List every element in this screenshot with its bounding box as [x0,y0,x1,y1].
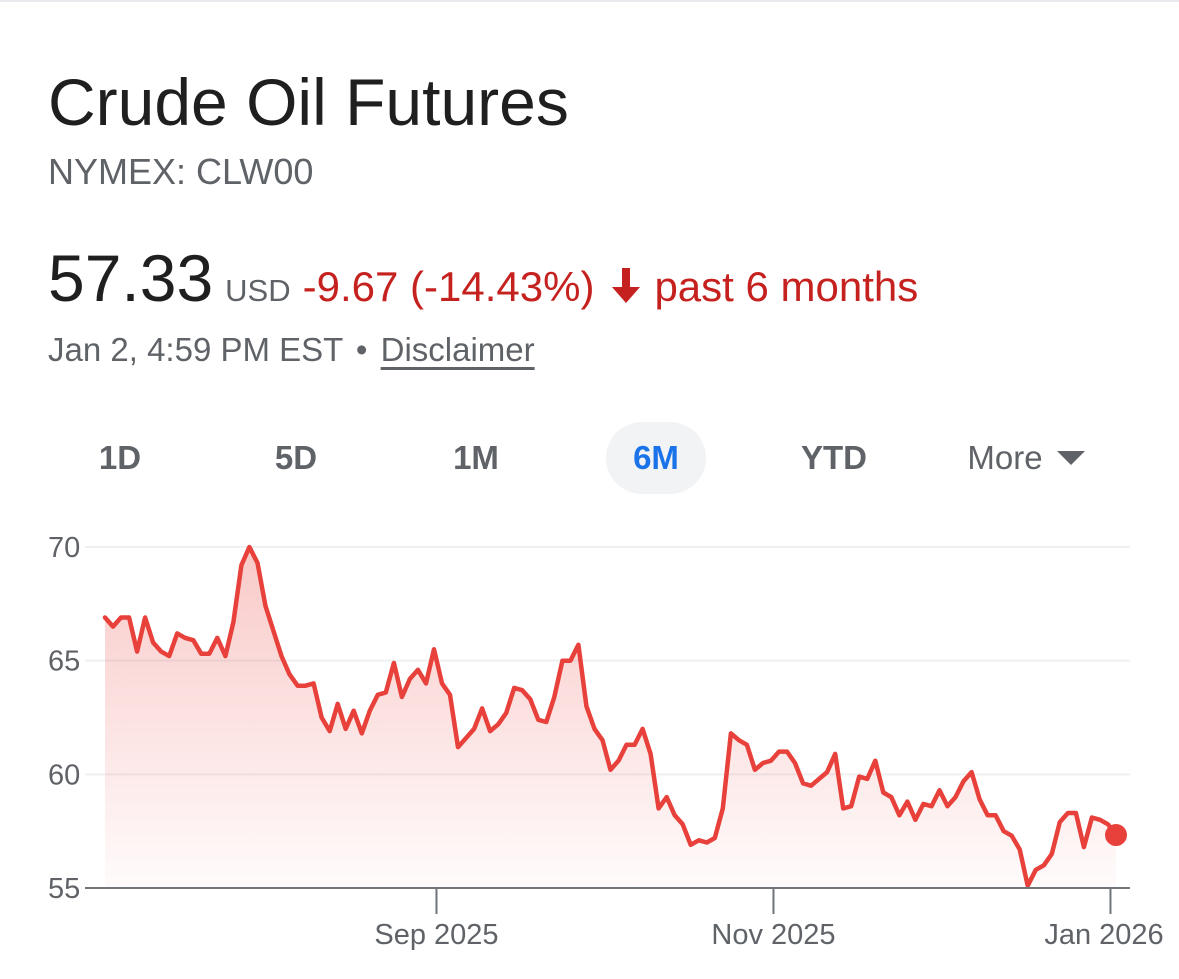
x-tick-label: Nov 2025 [711,919,835,951]
tab-more-label: More [967,439,1043,476]
y-tick-label: 70 [48,532,80,564]
x-tick-label: Jan 2026 [1044,919,1163,951]
x-tick-label: Sep 2025 [374,919,498,951]
period-label: past 6 months [654,263,919,310]
page-title: Crude Oil Futures [48,65,569,139]
price-summary: 57.33 USD -9.67 (-14.43%) past 6 months [48,240,918,316]
tab-more[interactable]: More [946,422,1106,494]
y-tick-label: 60 [48,759,80,791]
tab-5d[interactable]: 5D [274,439,318,476]
y-tick-label: 65 [48,646,80,678]
price-line [102,544,1119,888]
y-tick-label: 55 [48,873,80,905]
tab-1m[interactable]: 1M [453,439,499,476]
current-price: 57.33 [48,241,214,315]
arrow-down-icon [606,265,646,305]
timestamp-line: Jan 2, 4:59 PM EST • Disclaimer [48,330,535,370]
price-chart: 55 60 65 70 Sep 2025 Nov 2025 Jan 2026 [48,532,1164,951]
separator-dot: • [355,331,368,368]
price-change: -9.67 (-14.43%) [302,263,595,310]
currency-label: USD [225,273,291,308]
top-divider [0,0,1179,2]
caret-down-icon [1056,451,1085,465]
timestamp: Jan 2, 4:59 PM EST [48,331,343,368]
price-area [105,547,1116,888]
tab-ytd[interactable]: YTD [801,439,867,476]
disclaimer-link[interactable]: Disclaimer [380,331,535,368]
tab-1d[interactable]: 1D [98,439,142,476]
exchange-ticker: NYMEX: CLW00 [48,151,314,192]
range-tabs: 1D 5D 1M 6M YTD More [60,422,1140,494]
last-price-marker[interactable] [1105,824,1127,847]
tab-6m[interactable]: 6M [606,422,706,494]
